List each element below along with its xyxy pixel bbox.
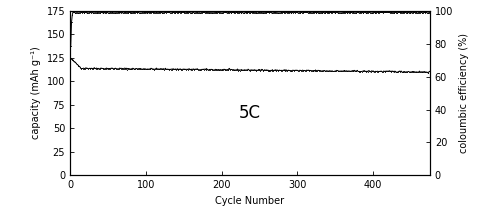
Y-axis label: capacity (mAh g⁻¹): capacity (mAh g⁻¹) — [31, 47, 41, 140]
Y-axis label: coloumbic efficiency (%): coloumbic efficiency (%) — [459, 33, 469, 153]
Text: 5C: 5C — [239, 104, 261, 122]
X-axis label: Cycle Number: Cycle Number — [216, 196, 284, 206]
